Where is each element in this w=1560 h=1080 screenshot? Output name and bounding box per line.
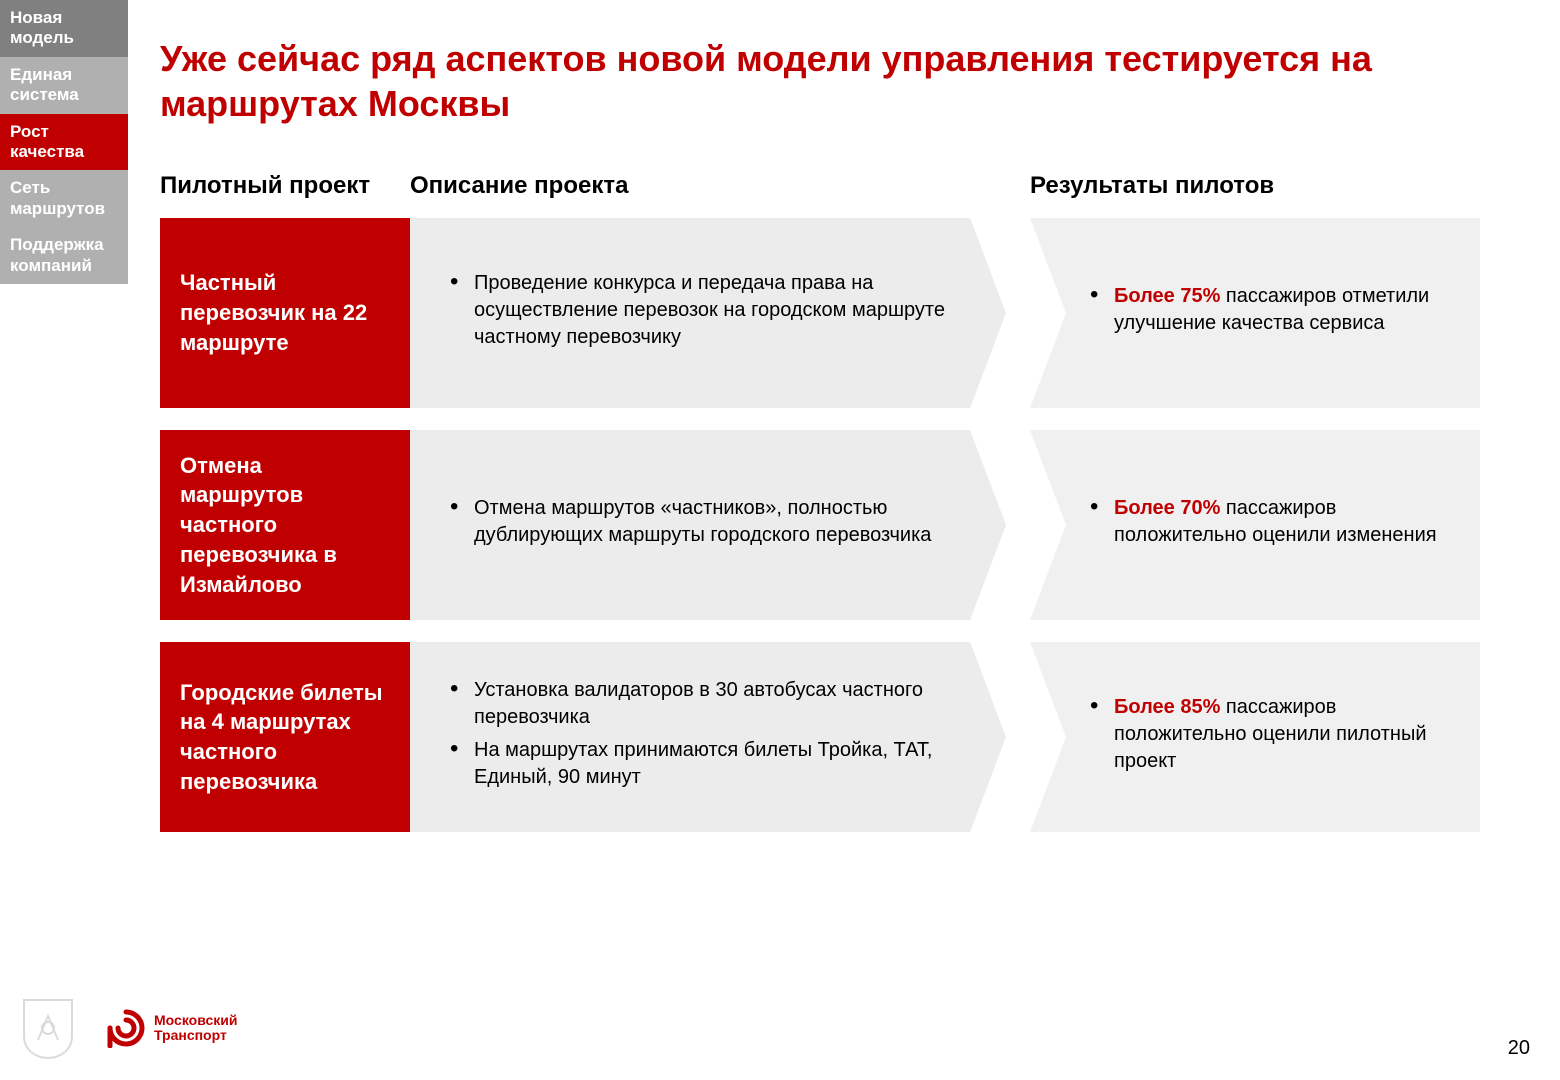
desc-item: Проведение конкурса и передача права на …: [450, 270, 950, 351]
pilot-cell: Частный перевозчик на 22 маршруте: [160, 218, 410, 408]
moscow-transport-logo: Московский Транспорт: [106, 1008, 237, 1048]
table-row: Городские билеты на 4 маршрутах частного…: [160, 642, 1480, 832]
result-item: Более 85% пассажиров положительно оценил…: [1090, 694, 1450, 775]
pilot-cell: Городские билеты на 4 маршрутах частного…: [160, 642, 410, 832]
sidebar-item-route-network[interactable]: Сеть маршрутов: [0, 170, 128, 227]
moscow-crest-icon: [20, 996, 76, 1060]
column-headers: Пилотный проект Описание проекта Результ…: [160, 172, 1480, 200]
result-highlight: Более 75%: [1114, 285, 1220, 307]
mt-logo-line1: Московский: [154, 1013, 237, 1028]
mt-logo-text: Московский Транспорт: [154, 1013, 237, 1044]
mt-logo-icon: [106, 1008, 146, 1048]
result-cell: Более 75% пассажиров отметили улучшение …: [1030, 218, 1480, 408]
sidebar-item-unified-system[interactable]: Единая система: [0, 57, 128, 114]
pilot-cell: Отмена маршрутов частного перевозчика в …: [160, 430, 410, 620]
table-row: Частный перевозчик на 22 маршруте Провед…: [160, 218, 1480, 408]
rows-container: Частный перевозчик на 22 маршруте Провед…: [160, 218, 1480, 832]
sidebar-nav: Новая модель Единая система Рост качеств…: [0, 0, 128, 284]
header-desc: Описание проекта: [410, 172, 1030, 200]
mt-logo-line2: Транспорт: [154, 1028, 237, 1043]
result-cell: Более 70% пассажиров положительно оценил…: [1030, 430, 1480, 620]
desc-cell: Проведение конкурса и передача права на …: [410, 218, 970, 408]
table-row: Отмена маршрутов частного перевозчика в …: [160, 430, 1480, 620]
sidebar-item-new-model[interactable]: Новая модель: [0, 0, 128, 57]
desc-item: На маршрутах принимаются билеты Тройка, …: [450, 737, 950, 791]
header-pilot: Пилотный проект: [160, 172, 410, 200]
desc-cell: Установка валидаторов в 30 автобусах час…: [410, 642, 970, 832]
desc-item: Установка валидаторов в 30 автобусах час…: [450, 677, 950, 731]
sidebar-item-quality-growth[interactable]: Рост качества: [0, 114, 128, 171]
desc-cell: Отмена маршрутов «частников», полностью …: [410, 430, 970, 620]
header-result: Результаты пилотов: [1030, 172, 1274, 200]
footer: Московский Транспорт: [20, 996, 237, 1060]
desc-item: Отмена маршрутов «частников», полностью …: [450, 495, 950, 549]
sidebar-item-company-support[interactable]: Поддержка компаний: [0, 227, 128, 284]
result-highlight: Более 70%: [1114, 497, 1220, 519]
result-highlight: Более 85%: [1114, 696, 1220, 718]
page-title: Уже сейчас ряд аспектов новой модели упр…: [160, 36, 1420, 126]
result-item: Более 70% пассажиров положительно оценил…: [1090, 495, 1450, 549]
page-number: 20: [1508, 1037, 1530, 1060]
result-item: Более 75% пассажиров отметили улучшение …: [1090, 283, 1450, 337]
result-cell: Более 85% пассажиров положительно оценил…: [1030, 642, 1480, 832]
